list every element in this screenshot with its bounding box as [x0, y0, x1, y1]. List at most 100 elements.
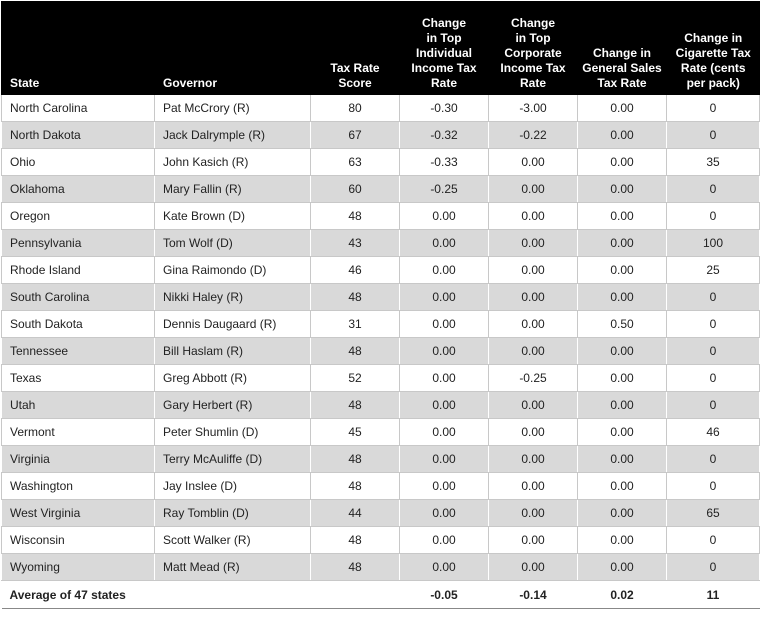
table-cell: 46	[310, 256, 400, 284]
table-cell: 0	[666, 391, 760, 419]
table-cell: 0.00	[577, 391, 667, 419]
column-header: Change in General Sales Tax Rate	[577, 1, 667, 95]
table-cell: Texas	[1, 364, 155, 392]
table-cell: Nikki Haley (R)	[154, 283, 311, 311]
table-cell: 0.00	[488, 229, 578, 257]
table-cell: 0.00	[399, 418, 489, 446]
column-header: State	[1, 1, 155, 95]
table-cell: 0.00	[488, 391, 578, 419]
table-row: Washington Jay Inslee (D) 48 0.00 0.00 0.00 0	[1, 472, 760, 500]
table-cell: 0.50	[577, 310, 667, 338]
table-row: South Dakota Dennis Daugaard (R) 31 0.00 0.0…	[1, 310, 760, 338]
table-cell: Ohio	[1, 148, 155, 176]
table-cell: -0.05	[399, 580, 489, 609]
table-cell: -0.33	[399, 148, 489, 176]
table-cell: 0	[666, 526, 760, 554]
column-header: Tax Rate Score	[310, 1, 400, 95]
table-cell: 45	[310, 418, 400, 446]
table-cell: Bill Haslam (R)	[154, 337, 311, 365]
table-row: Utah Gary Herbert (R) 48 0.00 0.00 0.00 0	[1, 391, 760, 419]
table-cell: 0.00	[577, 202, 667, 230]
table-cell: Mary Fallin (R)	[154, 175, 311, 203]
table-row: Tennessee Bill Haslam (R) 48 0.00 0.00 0.00 0	[1, 337, 760, 365]
table-cell: 0.00	[577, 445, 667, 473]
table-cell: 0.00	[399, 526, 489, 554]
header-line: Change in	[684, 31, 743, 45]
table-cell: 48	[310, 472, 400, 500]
table-cell: 0.00	[399, 499, 489, 527]
table-cell: 0.00	[399, 553, 489, 581]
table-cell: 0.00	[488, 310, 578, 338]
table-cell: 0.00	[488, 148, 578, 176]
table-cell: 0.00	[399, 229, 489, 257]
column-header: Change in Cigarette Tax Rate (cents per pac…	[666, 1, 760, 95]
table-cell: Virginia	[1, 445, 155, 473]
table-row: North Dakota Jack Dalrymple (R) 67 -0.32 -0.…	[1, 121, 760, 149]
header-line: Income Tax	[500, 61, 566, 75]
table-cell: 0.00	[577, 121, 667, 149]
column-header: Change in Top Individual Income Tax Rate	[399, 1, 489, 95]
table-row: Vermont Peter Shumlin (D) 45 0.00 0.00 0.00 46	[1, 418, 760, 446]
table-cell: -0.14	[488, 580, 578, 609]
table-cell: -0.22	[488, 121, 578, 149]
table-cell: -3.00	[488, 95, 578, 122]
table-cell: 0.00	[399, 283, 489, 311]
table-cell: 0.00	[488, 445, 578, 473]
table-cell: 0	[666, 337, 760, 365]
table-cell: 48	[310, 337, 400, 365]
table-cell: 48	[310, 553, 400, 581]
table-cell: 0.00	[577, 283, 667, 311]
table-cell: West Virginia	[1, 499, 155, 527]
header-line: Income Tax	[411, 61, 477, 75]
table-cell: 0.00	[399, 202, 489, 230]
table-cell: 0.00	[577, 337, 667, 365]
table-cell: 43	[310, 229, 400, 257]
table-cell: 0.00	[577, 175, 667, 203]
table-cell: 0.00	[488, 526, 578, 554]
header-line: Corporate	[504, 46, 562, 60]
table-cell: 0.00	[488, 472, 578, 500]
table-cell	[154, 580, 311, 609]
table-cell: Oklahoma	[1, 175, 155, 203]
column-header: Governor	[154, 1, 311, 95]
table-cell: -0.32	[399, 121, 489, 149]
header-line: Rate	[519, 76, 546, 90]
table-cell	[310, 580, 400, 609]
table-cell: 60	[310, 175, 400, 203]
column-header: Change in Top Corporate Income Tax Rate	[488, 1, 578, 95]
header-line: Cigarette Tax	[675, 46, 751, 60]
table-cell: 0.00	[488, 175, 578, 203]
table-cell: Kate Brown (D)	[154, 202, 311, 230]
table-cell: 31	[310, 310, 400, 338]
table-cell: Vermont	[1, 418, 155, 446]
table-cell: 0.02	[577, 580, 667, 609]
table-cell: 67	[310, 121, 400, 149]
table-cell: Scott Walker (R)	[154, 526, 311, 554]
table-cell: 44	[310, 499, 400, 527]
header-line: Score	[338, 76, 372, 90]
table-cell: 0	[666, 553, 760, 581]
table-cell: North Dakota	[1, 121, 155, 149]
table-cell: 0.00	[577, 553, 667, 581]
table-cell: 100	[666, 229, 760, 257]
header-line: Governor	[163, 76, 218, 90]
table-cell: 0.00	[577, 256, 667, 284]
table-cell: -0.25	[399, 175, 489, 203]
table-cell: Pat McCrory (R)	[154, 95, 311, 122]
table-cell: Terry McAuliffe (D)	[154, 445, 311, 473]
table-cell: 0	[666, 472, 760, 500]
table-cell: 0	[666, 445, 760, 473]
table-cell: 0.00	[399, 337, 489, 365]
table-cell: Rhode Island	[1, 256, 155, 284]
table-cell: 0.00	[577, 472, 667, 500]
header-line: Tax Rate	[330, 61, 380, 75]
table-cell: 48	[310, 283, 400, 311]
table-cell: South Carolina	[1, 283, 155, 311]
table-cell: 0.00	[577, 499, 667, 527]
header-line: in Top	[426, 31, 462, 45]
table-cell: -0.30	[399, 95, 489, 122]
table-cell: Gina Raimondo (D)	[154, 256, 311, 284]
header-line: Rate	[430, 76, 457, 90]
table-cell: 0.00	[577, 95, 667, 122]
table-row: South Carolina Nikki Haley (R) 48 0.00 0.00 0…	[1, 283, 760, 311]
